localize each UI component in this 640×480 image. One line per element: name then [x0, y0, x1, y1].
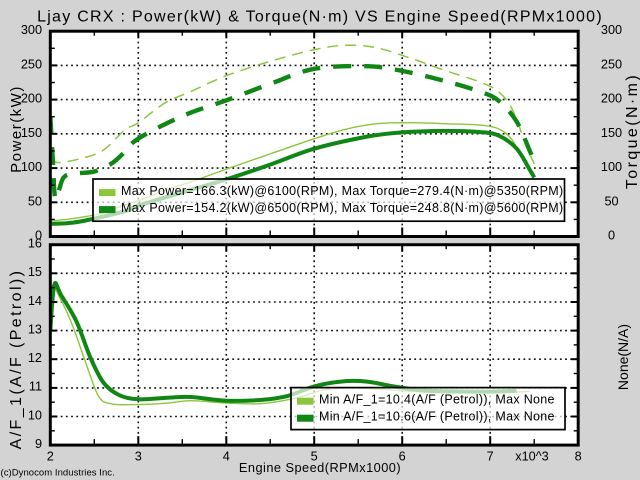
- svg-text:6: 6: [399, 450, 406, 464]
- svg-text:Torque(N·m): Torque(N·m): [624, 73, 640, 189]
- svg-text:150: 150: [21, 126, 42, 140]
- svg-text:50: 50: [604, 194, 618, 208]
- svg-text:4: 4: [223, 450, 230, 464]
- svg-text:2: 2: [47, 450, 54, 464]
- svg-text:100: 100: [21, 160, 42, 174]
- svg-text:14: 14: [28, 294, 42, 308]
- svg-text:5: 5: [311, 450, 318, 464]
- svg-text:None(N/A): None(N/A): [615, 324, 631, 390]
- svg-text:300: 300: [21, 23, 42, 37]
- svg-text:200: 200: [601, 92, 622, 106]
- svg-text:Min A/F_1=10.4(A/F (Petrol)),: Min A/F_1=10.4(A/F (Petrol)), Max None: [319, 393, 555, 407]
- svg-text:100: 100: [601, 160, 622, 174]
- svg-text:11: 11: [29, 380, 42, 394]
- svg-text:(c)Dynocom Industries Inc.: (c)Dynocom Industries Inc.: [1, 468, 115, 479]
- svg-text:x10^3: x10^3: [515, 450, 548, 464]
- svg-text:0: 0: [608, 229, 615, 243]
- svg-text:250: 250: [21, 57, 42, 71]
- svg-text:9: 9: [35, 437, 42, 451]
- svg-text:15: 15: [28, 265, 42, 279]
- svg-text:3: 3: [135, 450, 142, 464]
- svg-text:250: 250: [601, 57, 622, 71]
- svg-text:Engine Speed(RPMx1000): Engine Speed(RPMx1000): [239, 460, 401, 475]
- svg-text:A/F_1(A/F (Petrol)): A/F_1(A/F (Petrol)): [8, 269, 25, 450]
- svg-text:12: 12: [28, 351, 42, 365]
- svg-text:200: 200: [21, 92, 42, 106]
- svg-text:13: 13: [28, 322, 42, 336]
- svg-text:300: 300: [601, 23, 622, 37]
- svg-text:0: 0: [35, 229, 42, 243]
- svg-text:Ljay CRX : Power(kW) & Torque(: Ljay CRX : Power(kW) & Torque(N·m) VS En…: [37, 9, 603, 26]
- svg-text:150: 150: [601, 126, 622, 140]
- svg-text:Max Power=154.2(kW)@6500(RPM),: Max Power=154.2(kW)@6500(RPM), Max Torqu…: [121, 201, 563, 215]
- svg-text:16: 16: [28, 237, 42, 251]
- svg-text:Power(kW): Power(kW): [8, 85, 25, 173]
- svg-text:8: 8: [575, 450, 582, 464]
- svg-text:Min A/F_1=10.6(A/F (Petrol)),: Min A/F_1=10.6(A/F (Petrol)), Max None: [319, 410, 555, 424]
- svg-text:Max Power=166.3(kW)@6100(RPM),: Max Power=166.3(kW)@6100(RPM), Max Torqu…: [121, 184, 563, 198]
- svg-text:50: 50: [28, 194, 42, 208]
- svg-text:10: 10: [28, 408, 42, 422]
- svg-text:7: 7: [487, 450, 494, 464]
